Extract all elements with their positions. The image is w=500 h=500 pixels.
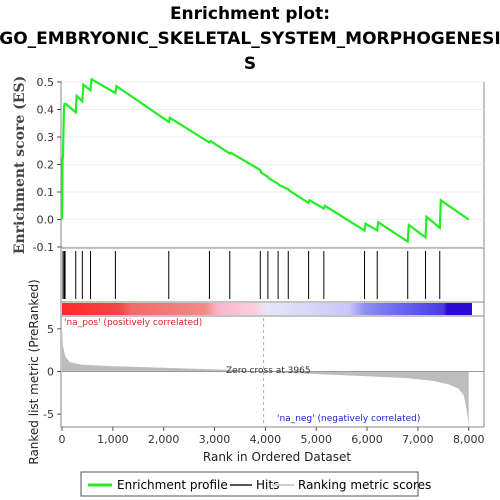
rank-color-bar: [62, 303, 472, 315]
hit-markers: [62, 251, 441, 299]
hits-panel-frame: [60, 247, 485, 303]
legend-label-ranking-metric: Ranking metric scores: [298, 478, 431, 492]
es-y-tick-label: 0.4: [37, 104, 55, 117]
x-axis: 0 1,000 2,000 3,000 4,000 5,000 6,000 7,000 8,00…: [59, 427, 485, 446]
es-axis-label: Enrichment score (ES): [12, 76, 28, 254]
ranked-y-tick-label: 5: [47, 323, 54, 336]
x-tick-label: 8,000: [453, 433, 485, 446]
zero-cross-label: Zero cross at 3965: [226, 366, 311, 376]
x-tick-label: 6,000: [351, 433, 383, 446]
x-tick-label: 1,000: [97, 433, 129, 446]
legend-label-hits: Hits: [256, 478, 279, 492]
x-axis-label: Rank in Ordered Dataset: [203, 450, 351, 464]
es-y-tick-label: 0.3: [37, 131, 55, 144]
enrichment-profile-line: [60, 77, 470, 244]
ranking-metric-area: [62, 328, 469, 425]
es-y-tick-label: -0.1: [33, 241, 54, 254]
positive-correlation-label: 'na_pos' (positively correlated): [64, 318, 202, 328]
ranked-y-tick-label: -5: [43, 408, 54, 421]
x-tick-label: 2,000: [148, 433, 180, 446]
x-tick-label: 0: [59, 433, 66, 446]
ranked-y-axis: 5 0 -5: [43, 323, 61, 421]
ranked-y-tick-label: 0: [47, 366, 54, 379]
title-line-2: GO_EMBRYONIC_SKELETAL_SYSTEM_MORPHOGENES…: [0, 29, 500, 49]
title-line-1: Enrichment plot:: [170, 4, 330, 24]
es-y-tick-label: 0.2: [37, 159, 55, 172]
negative-correlation-label: 'na_neg' (negatively correlated): [277, 414, 420, 424]
es-y-tick-label: 0.0: [37, 214, 55, 227]
x-tick-label: 5,000: [300, 433, 332, 446]
x-tick-label: 7,000: [402, 433, 434, 446]
es-y-tick-label: 0.1: [37, 186, 55, 199]
ranked-axis-label: Ranked list metric (PreRanked): [27, 279, 41, 464]
x-tick-label: 3,000: [199, 433, 231, 446]
es-y-tick-label: 0.5: [37, 76, 55, 89]
title-line-3: S: [244, 54, 256, 74]
x-tick-label: 4,000: [250, 433, 282, 446]
es-y-axis: -0.1 0.0 0.1 0.2 0.3 0.4 0.5: [33, 76, 484, 254]
legend-label-enrichment-profile: Enrichment profile: [117, 478, 228, 492]
